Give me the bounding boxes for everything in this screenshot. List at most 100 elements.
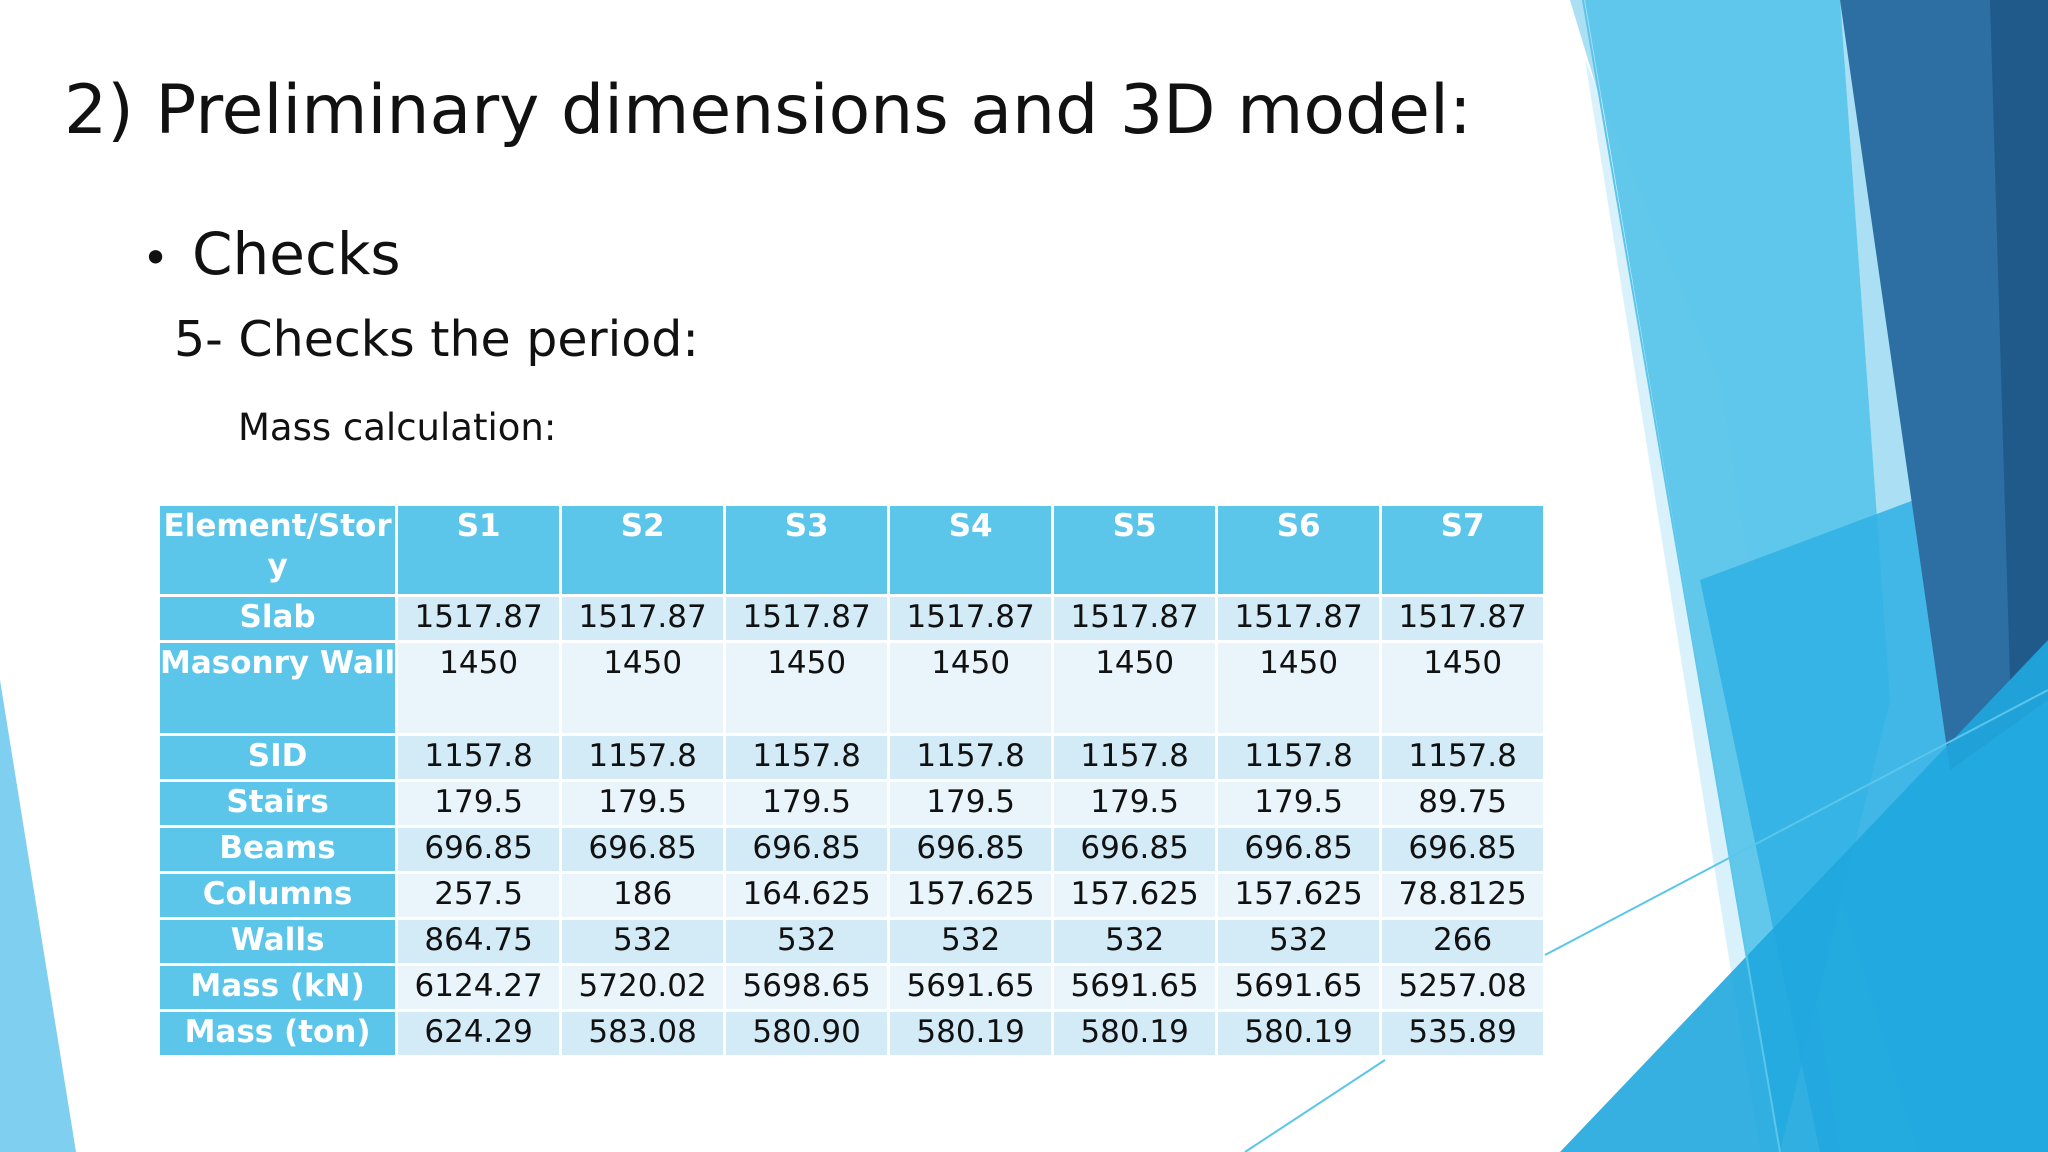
table-cell: 1517.87	[562, 597, 724, 640]
table-cell: 1450	[1218, 643, 1380, 733]
table-cell: 179.5	[398, 782, 560, 825]
table-row: Slab 1517.87 1517.87 1517.87 1517.87 151…	[160, 597, 1544, 640]
table-cell: 179.5	[890, 782, 1052, 825]
left-edge-shape	[0, 680, 76, 1152]
table-cell: 532	[1054, 920, 1216, 963]
table-cell: 532	[1218, 920, 1380, 963]
row-label: SID	[160, 736, 396, 779]
header-cell-s5: S5	[1054, 506, 1216, 594]
table-cell: 1517.87	[1218, 597, 1380, 640]
table-header-row: Element/Stor y S1 S2 S3 S4 S5 S6 S7	[160, 506, 1544, 594]
table-row: Columns 257.5 186 164.625 157.625 157.62…	[160, 874, 1544, 917]
slide-title: 2) Preliminary dimensions and 3D model:	[64, 71, 1472, 150]
row-label: Beams	[160, 828, 396, 871]
row-label: Walls	[160, 920, 396, 963]
table-cell: 257.5	[398, 874, 560, 917]
table-cell: 5257.08	[1382, 966, 1544, 1009]
decor-line-1	[1582, 0, 1781, 1152]
header-cell-s6: S6	[1218, 506, 1380, 594]
table-cell: 266	[1382, 920, 1544, 963]
table-row: SID 1157.8 1157.8 1157.8 1157.8 1157.8 1…	[160, 736, 1544, 779]
table-cell: 1517.87	[398, 597, 560, 640]
header-cell-element-story: Element/Stor y	[160, 506, 396, 594]
table-cell: 179.5	[1218, 782, 1380, 825]
decor-line-2	[1544, 689, 2048, 956]
table-cell: 1450	[1382, 643, 1544, 733]
table-cell: 5691.65	[1218, 966, 1380, 1009]
table-cell: 164.625	[726, 874, 888, 917]
table-cell: 1157.8	[890, 736, 1052, 779]
table-cell: 532	[562, 920, 724, 963]
table-cell: 157.625	[1218, 874, 1380, 917]
table-cell: 157.625	[890, 874, 1052, 917]
table-cell: 696.85	[1054, 828, 1216, 871]
table-cell: 1517.87	[726, 597, 888, 640]
table-cell: 179.5	[562, 782, 724, 825]
table-cell: 78.8125	[1382, 874, 1544, 917]
right-decor-bottom	[1560, 640, 2048, 1152]
row-label: Mass (ton)	[160, 1012, 396, 1055]
table-cell: 1450	[1054, 643, 1216, 733]
header-cell-s4: S4	[890, 506, 1052, 594]
table-cell: 1157.8	[1382, 736, 1544, 779]
table-cell: 179.5	[726, 782, 888, 825]
table-cell: 6124.27	[398, 966, 560, 1009]
table-cell: 532	[890, 920, 1052, 963]
table-cell: 179.5	[1054, 782, 1216, 825]
bullet-dot: •	[142, 231, 170, 285]
table-cell: 1517.87	[890, 597, 1052, 640]
table-cell: 696.85	[726, 828, 888, 871]
table-cell: 580.19	[890, 1012, 1052, 1055]
table-cell: 532	[726, 920, 888, 963]
header-cell-s1: S1	[398, 506, 560, 594]
table-row: Walls 864.75 532 532 532 532 532 266	[160, 920, 1544, 963]
table-cell: 624.29	[398, 1012, 560, 1055]
decor-line-3	[1244, 1059, 1386, 1152]
header-cell-s3: S3	[726, 506, 888, 594]
table-cell: 864.75	[398, 920, 560, 963]
bullet-text: Checks	[192, 220, 401, 288]
table-cell: 1157.8	[398, 736, 560, 779]
bullet-item: • Checks	[142, 218, 401, 294]
table-cell: 696.85	[398, 828, 560, 871]
header-cell-s2: S2	[562, 506, 724, 594]
table-cell: 5691.65	[890, 966, 1052, 1009]
table-cell: 583.08	[562, 1012, 724, 1055]
table-cell: 1157.8	[1054, 736, 1216, 779]
table-cell: 1450	[726, 643, 888, 733]
header-line-1: Element/Stor	[163, 508, 392, 544]
table-cell: 580.90	[726, 1012, 888, 1055]
table-cell: 186	[562, 874, 724, 917]
table-cell: 580.19	[1054, 1012, 1216, 1055]
row-label: Columns	[160, 874, 396, 917]
table-cell: 89.75	[1382, 782, 1544, 825]
table-cell: 1157.8	[562, 736, 724, 779]
table-cell: 1450	[398, 643, 560, 733]
header-cell-s7: S7	[1382, 506, 1544, 594]
row-label: Slab	[160, 597, 396, 640]
table-caption: Mass calculation:	[238, 406, 557, 449]
table-cell: 535.89	[1382, 1012, 1544, 1055]
table-cell: 696.85	[1218, 828, 1380, 871]
table-cell: 5698.65	[726, 966, 888, 1009]
row-label: Mass (kN)	[160, 966, 396, 1009]
table-cell: 696.85	[1382, 828, 1544, 871]
table-cell: 1517.87	[1382, 597, 1544, 640]
table-cell: 696.85	[890, 828, 1052, 871]
mass-calculation-table: Element/Stor y S1 S2 S3 S4 S5 S6 S7 Slab …	[157, 503, 1546, 1058]
table-cell: 1450	[890, 643, 1052, 733]
row-label: Stairs	[160, 782, 396, 825]
table-cell: 5720.02	[562, 966, 724, 1009]
subheading: 5- Checks the period:	[174, 311, 699, 368]
table-row: Mass (ton) 624.29 583.08 580.90 580.19 5…	[160, 1012, 1544, 1055]
table-cell: 1517.87	[1054, 597, 1216, 640]
table-cell: 580.19	[1218, 1012, 1380, 1055]
table-cell: 696.85	[562, 828, 724, 871]
table-cell: 1450	[562, 643, 724, 733]
table-row: Stairs 179.5 179.5 179.5 179.5 179.5 179…	[160, 782, 1544, 825]
table-cell: 157.625	[1054, 874, 1216, 917]
row-label: Masonry Wall	[160, 643, 396, 733]
table-row: Beams 696.85 696.85 696.85 696.85 696.85…	[160, 828, 1544, 871]
table-row: Mass (kN) 6124.27 5720.02 5698.65 5691.6…	[160, 966, 1544, 1009]
